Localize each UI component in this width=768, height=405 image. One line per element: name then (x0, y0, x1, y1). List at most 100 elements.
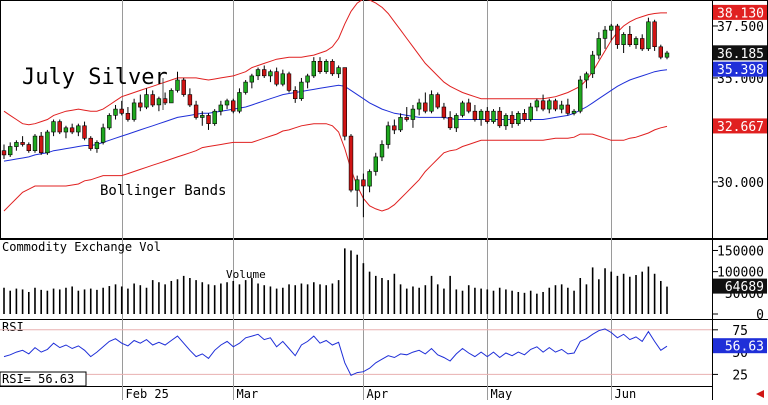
x-tick-label: May (491, 387, 513, 400)
candle-up (454, 115, 459, 129)
candle-up (373, 156, 378, 172)
candle-down (522, 113, 527, 120)
candle-up (336, 67, 341, 75)
candle-down (317, 60, 323, 72)
candle-up (76, 125, 81, 133)
candle-up (385, 125, 391, 145)
candle-up (354, 179, 360, 191)
candle-down (342, 67, 347, 137)
candle-down (193, 104, 199, 118)
candle-down (138, 102, 143, 108)
candle-down (435, 94, 440, 108)
candle-up (100, 127, 106, 143)
candle-down (286, 73, 292, 91)
candle-down (509, 115, 515, 125)
price-tick-label: 37.500 (717, 20, 764, 35)
x-tick-label: Mar (237, 387, 259, 400)
candle-down (38, 135, 44, 154)
candle-down (150, 94, 155, 106)
candle-up (51, 121, 56, 133)
candle-up (577, 79, 583, 112)
candle-up (429, 94, 434, 112)
candle-up (602, 29, 608, 39)
candle-up (14, 142, 19, 147)
candle-up (32, 135, 38, 152)
rsi-line (3, 328, 668, 376)
rsi-tick-label: 25 (732, 368, 748, 383)
candle-down (472, 110, 478, 120)
candle-up (608, 25, 614, 31)
candle-up (156, 98, 162, 106)
rsi-last-label: 56.63 (725, 340, 764, 355)
rsi-last-box (713, 338, 767, 354)
candle-down (162, 98, 168, 104)
volume-last-label: 64689 (725, 280, 764, 295)
upper-band-value-label: 38.130 (717, 6, 764, 21)
candle-down (292, 90, 298, 100)
lower-band-value-label: 32.667 (717, 120, 764, 135)
volume-last-box (713, 278, 767, 294)
candle-down (187, 94, 193, 106)
candle-down (69, 127, 75, 133)
candle-up (491, 110, 496, 122)
candle-up (169, 90, 174, 104)
candle-up (255, 69, 261, 77)
candle-down (615, 25, 620, 46)
candle-up (621, 33, 626, 45)
candle-up (633, 38, 639, 45)
lower-bollinger-band (3, 123, 668, 212)
last-price-label-box (713, 45, 767, 61)
candle-down (565, 104, 571, 114)
candle-down (1, 150, 7, 156)
bollinger-bands-annotation: Bollinger Bands (100, 183, 226, 199)
candle-up (547, 100, 552, 110)
candle-up (323, 60, 329, 72)
candle-down (658, 46, 664, 58)
candle-up (664, 52, 670, 58)
candle-down (466, 102, 471, 112)
candle-down (485, 110, 490, 122)
candle-up (175, 79, 180, 91)
candle-up (379, 144, 385, 158)
lower-band-value-label-box (713, 118, 767, 134)
volume-tick-label: 100000 (717, 266, 764, 281)
candle-down (20, 142, 25, 145)
candle-up (305, 75, 310, 83)
candle-up (503, 115, 509, 127)
candle-down (206, 115, 211, 125)
candle-down (441, 106, 447, 118)
candle-up (280, 73, 285, 85)
candle-up (45, 131, 50, 154)
price-tick-label: 30.000 (717, 176, 764, 191)
candle-up (646, 21, 651, 50)
upper-bollinger-band (3, 0, 667, 126)
candle-up (8, 146, 13, 156)
candle-up (224, 100, 230, 106)
candle-down (627, 33, 633, 45)
candle-up (243, 81, 248, 93)
x-tick-label: Feb 25 (126, 387, 169, 400)
volume-panel-title: Commodity Exchange Vol (2, 240, 161, 254)
candle-down (361, 179, 366, 187)
rsi-panel-title: RSI (2, 320, 24, 334)
candle-down (423, 102, 428, 112)
candle-down (540, 100, 546, 110)
volume-tick-label: 0 (756, 308, 764, 323)
candle-up (268, 71, 273, 77)
candle-down (652, 21, 657, 47)
candle-up (416, 102, 422, 110)
upper-band-value-label-box (713, 4, 767, 20)
rsi-readout: RSI= 56.63 (2, 372, 74, 386)
volume-tick-label: 150000 (717, 244, 764, 259)
candle-up (584, 73, 589, 81)
candle-down (82, 125, 87, 139)
candle-up (107, 115, 112, 129)
candle-down (125, 113, 131, 120)
candle-up (590, 54, 595, 75)
candle-up (516, 113, 521, 125)
candle-up (398, 117, 403, 131)
last-price-label: 36.185 (717, 47, 764, 62)
candle-down (261, 69, 267, 77)
